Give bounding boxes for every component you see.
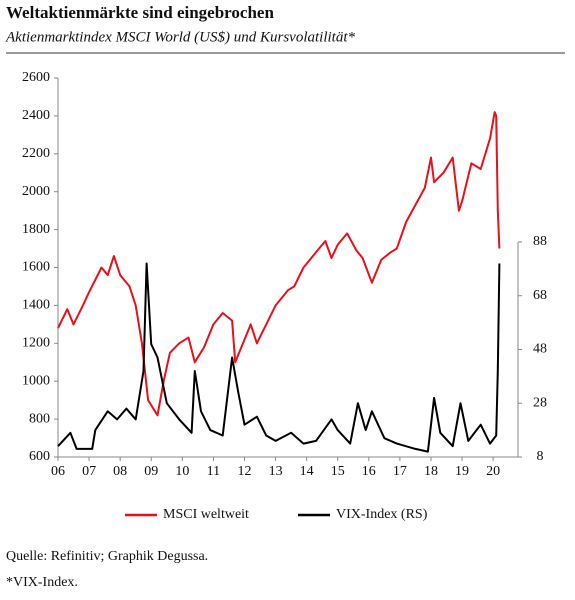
x-tick-label: 10: [175, 464, 189, 479]
x-tick-label: 15: [331, 464, 345, 479]
legend-label: MSCI weltweit: [163, 507, 249, 522]
x-tick-label: 09: [144, 464, 158, 479]
chart-subtitle: Aktienmarktindex MSCI World (US$) und Ku…: [5, 29, 355, 45]
y-tick-label: 1800: [22, 222, 50, 237]
x-tick-label: 07: [82, 464, 96, 479]
footnote: *VIX-Index.: [6, 575, 78, 590]
y-tick-label: 600: [29, 449, 50, 464]
y2-tick-label: 48: [533, 342, 547, 357]
y-tick-label: 2200: [22, 146, 50, 161]
y-tick-label: 1200: [22, 336, 50, 351]
y2-tick-label: 88: [533, 234, 547, 249]
y2-tick-label: 68: [533, 288, 547, 303]
x-tick-label: 17: [393, 464, 407, 479]
series-line: [57, 111, 501, 417]
y-tick-label: 1000: [22, 373, 50, 388]
y-tick-label: 2400: [22, 108, 50, 123]
y2-tick-label: 28: [533, 395, 547, 410]
series-line: [57, 262, 501, 453]
x-tick-label: 16: [362, 464, 376, 479]
x-tick-label: 11: [207, 464, 220, 479]
chart-title: Weltaktienmärkte sind eingebrochen: [6, 3, 274, 22]
x-tick-label: 19: [455, 464, 469, 479]
x-tick-label: 06: [51, 464, 65, 479]
x-tick-label: 12: [237, 464, 251, 479]
source-note: Quelle: Refinitiv; Graphik Degussa.: [6, 549, 208, 564]
y-tick-label: 2600: [22, 70, 50, 85]
y-tick-label: 800: [29, 411, 50, 426]
legend-label: VIX-Index (RS): [336, 507, 428, 522]
y-tick-label: 2000: [22, 184, 50, 199]
x-tick-label: 08: [113, 464, 127, 479]
x-tick-label: 14: [300, 464, 314, 479]
x-tick-label: 13: [269, 464, 283, 479]
y-tick-label: 1600: [22, 260, 50, 275]
y-tick-label: 1400: [22, 298, 50, 313]
y2-tick-label: 8: [537, 449, 544, 464]
x-tick-label: 20: [486, 464, 500, 479]
x-tick-label: 18: [424, 464, 438, 479]
